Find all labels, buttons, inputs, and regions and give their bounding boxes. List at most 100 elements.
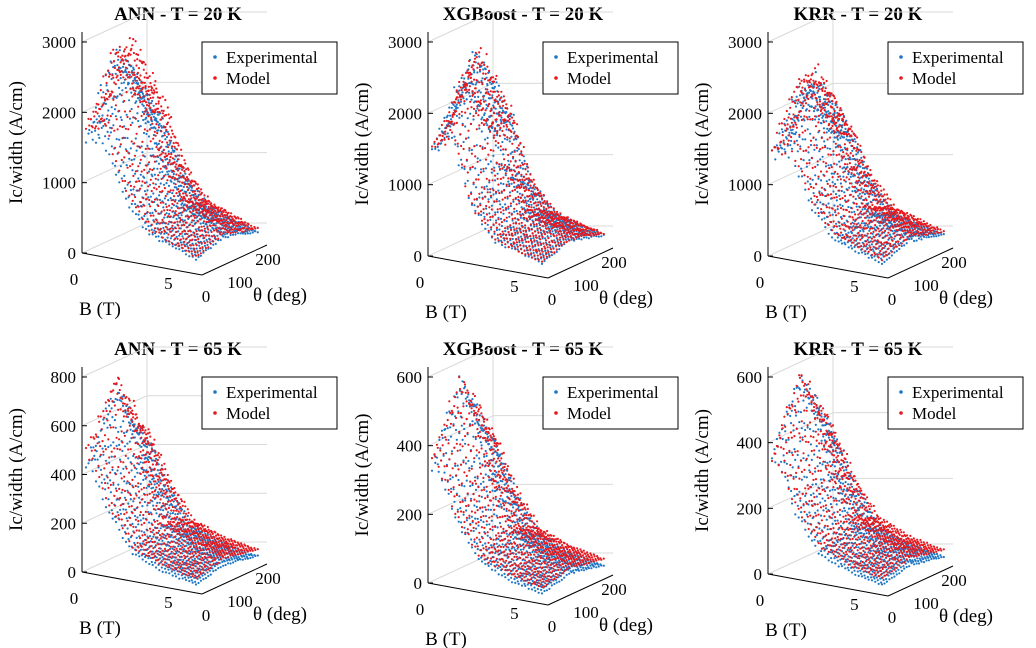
model-point bbox=[553, 210, 556, 214]
model-point bbox=[800, 118, 804, 122]
model-point bbox=[162, 148, 165, 151]
model-point bbox=[226, 212, 229, 215]
model-point bbox=[565, 232, 568, 235]
model-point bbox=[175, 230, 178, 233]
model-point bbox=[550, 206, 553, 209]
experimental-point bbox=[841, 233, 844, 237]
experimental-point bbox=[201, 217, 204, 220]
model-point bbox=[173, 177, 176, 180]
model-point bbox=[163, 156, 166, 159]
experimental-point bbox=[508, 140, 511, 143]
model-point bbox=[548, 215, 551, 218]
experimental-point bbox=[500, 243, 504, 247]
experimental-point bbox=[878, 224, 882, 227]
model-point bbox=[501, 111, 504, 114]
model-point bbox=[899, 236, 903, 239]
model-point bbox=[558, 244, 561, 247]
model-point bbox=[512, 119, 515, 122]
model-point bbox=[192, 244, 195, 247]
experimental-point bbox=[501, 109, 505, 112]
experimental-point bbox=[832, 153, 835, 156]
model-point bbox=[798, 78, 801, 81]
model-point bbox=[885, 250, 888, 253]
model-point bbox=[147, 89, 150, 92]
model-point bbox=[94, 110, 97, 113]
experimental-point bbox=[507, 207, 510, 210]
model-point bbox=[464, 111, 467, 114]
model-point bbox=[119, 125, 122, 128]
model-point bbox=[443, 138, 446, 141]
experimental-point bbox=[185, 182, 189, 185]
model-point bbox=[577, 229, 581, 232]
model-point bbox=[820, 136, 823, 140]
model-point bbox=[526, 235, 529, 238]
model-point bbox=[475, 197, 478, 200]
model-point bbox=[214, 238, 217, 241]
y-tick-label: 2000 bbox=[728, 104, 762, 123]
model-point bbox=[784, 124, 787, 127]
model-point bbox=[172, 210, 175, 213]
experimental-point bbox=[841, 148, 844, 151]
model-point bbox=[818, 191, 821, 194]
experimental-point bbox=[464, 182, 467, 185]
y-tick-label: 1000 bbox=[42, 174, 76, 193]
model-point bbox=[170, 235, 173, 238]
experimental-point bbox=[163, 232, 166, 235]
experimental-point bbox=[221, 224, 224, 227]
experimental-point bbox=[847, 139, 850, 142]
experimental-point bbox=[118, 138, 121, 141]
model-point bbox=[461, 124, 464, 127]
model-point bbox=[512, 132, 516, 135]
experimental-point bbox=[460, 158, 463, 161]
model-point bbox=[520, 237, 524, 240]
model-point bbox=[137, 205, 140, 208]
experimental-point bbox=[859, 229, 862, 233]
model-point bbox=[156, 155, 159, 158]
model-point bbox=[212, 216, 215, 219]
model-point bbox=[174, 154, 177, 157]
model-point bbox=[449, 128, 452, 132]
model-point bbox=[836, 232, 839, 235]
model-point bbox=[894, 235, 897, 238]
experimental-point bbox=[165, 145, 168, 148]
model-point bbox=[509, 202, 512, 205]
experimental-point bbox=[898, 247, 901, 251]
experimental-point bbox=[196, 235, 199, 239]
experimental-point bbox=[879, 203, 882, 206]
model-point bbox=[127, 128, 130, 131]
experimental-point bbox=[125, 71, 128, 74]
experimental-point bbox=[194, 228, 197, 231]
experimental-point bbox=[141, 226, 144, 229]
model-point bbox=[197, 199, 200, 202]
model-point bbox=[190, 171, 193, 174]
model-point bbox=[530, 228, 533, 231]
experimental-point bbox=[110, 145, 113, 148]
model-point bbox=[436, 143, 439, 146]
experimental-point bbox=[143, 155, 146, 158]
model-point bbox=[535, 248, 538, 251]
model-point bbox=[217, 237, 220, 240]
experimental-point bbox=[842, 175, 845, 178]
model-point bbox=[474, 51, 477, 54]
model-point bbox=[529, 184, 532, 187]
experimental-point bbox=[158, 239, 161, 243]
theta-tick-label: 200 bbox=[255, 250, 281, 269]
model-point bbox=[111, 74, 114, 77]
model-point bbox=[834, 142, 837, 145]
model-point bbox=[477, 212, 480, 215]
model-point bbox=[197, 253, 200, 257]
model-point bbox=[508, 184, 511, 188]
model-point bbox=[898, 228, 901, 231]
model-point bbox=[506, 125, 509, 128]
model-point bbox=[829, 214, 832, 217]
model-point bbox=[510, 213, 513, 216]
experimental-point bbox=[521, 161, 524, 164]
model-point bbox=[169, 215, 172, 218]
experimental-point bbox=[817, 95, 821, 99]
experimental-point bbox=[817, 215, 820, 218]
experimental-point bbox=[168, 212, 171, 216]
model-point bbox=[872, 245, 875, 248]
model-point bbox=[497, 102, 500, 105]
model-point bbox=[537, 231, 540, 234]
model-point bbox=[857, 188, 860, 192]
